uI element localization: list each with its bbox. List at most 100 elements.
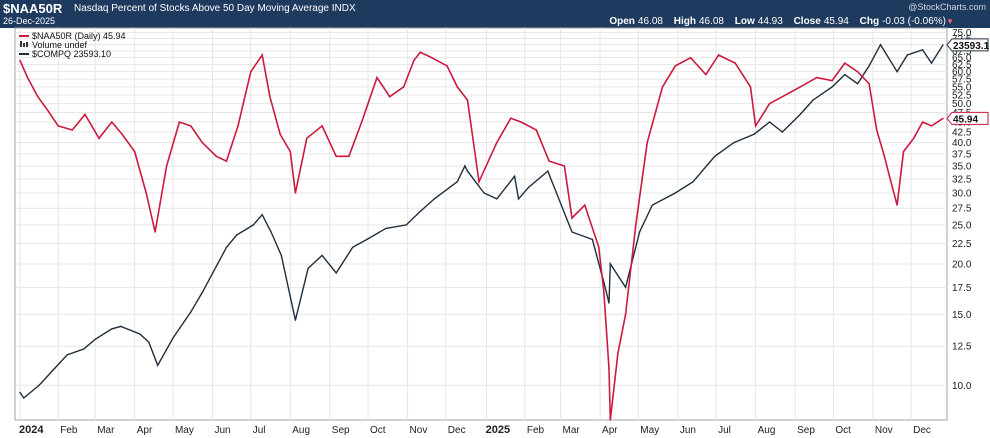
x-tick-label: Jul xyxy=(718,425,731,436)
data-point-compq xyxy=(624,286,627,289)
data-point-naa50r xyxy=(250,70,252,73)
data-point-naa50r xyxy=(478,180,480,183)
x-tick-label: Sep xyxy=(332,425,350,436)
data-point-compq xyxy=(38,384,40,386)
data-point-naa50r xyxy=(419,51,422,54)
data-point-naa50r xyxy=(896,204,898,206)
data-point-compq xyxy=(483,192,485,194)
data-point-naa50r xyxy=(902,150,905,153)
data-point-compq xyxy=(261,213,263,216)
y-tick-label: 30.0 xyxy=(952,188,972,199)
data-point-naa50r xyxy=(510,117,512,119)
data-point-compq xyxy=(812,99,814,101)
y-tick-label: 75.0 xyxy=(952,28,972,39)
data-point-naa50r xyxy=(921,121,924,123)
down-triangle-icon: ▼ xyxy=(946,17,954,26)
open-label: Open xyxy=(609,16,635,27)
data-point-compq xyxy=(591,238,594,241)
data-point-compq xyxy=(216,263,219,265)
data-point-compq xyxy=(896,70,898,73)
low-label: Low xyxy=(734,16,755,27)
x-tick-label: Aug xyxy=(758,425,776,436)
data-point-naa50r xyxy=(348,155,350,157)
data-point-naa50r xyxy=(535,129,538,131)
data-point-naa50r xyxy=(635,224,637,226)
data-point-naa50r xyxy=(261,54,263,56)
y-tick-label: 25.0 xyxy=(952,220,972,231)
y-tick-label: 57.5 xyxy=(952,75,972,86)
data-point-compq xyxy=(172,337,174,339)
data-point-naa50r xyxy=(603,291,605,294)
y-tick-label: 50.0 xyxy=(952,99,972,110)
data-point-compq xyxy=(190,311,192,313)
data-point-naa50r xyxy=(930,125,933,127)
data-point-naa50r xyxy=(456,86,458,88)
data-point-compq xyxy=(609,263,611,265)
data-point-naa50r xyxy=(661,86,664,88)
data-point-compq xyxy=(856,83,859,85)
data-point-compq xyxy=(608,302,610,304)
data-point-naa50r xyxy=(768,102,771,105)
data-point-compq xyxy=(385,227,387,230)
data-point-compq xyxy=(547,170,549,172)
x-tick-label: May xyxy=(175,425,194,436)
data-point-naa50r xyxy=(165,165,168,167)
data-point-naa50r xyxy=(98,137,100,140)
y-tick-label: 65.0 xyxy=(952,53,972,64)
y-tick-label: 17.5 xyxy=(952,283,972,294)
data-point-naa50r xyxy=(609,419,611,421)
data-point-compq xyxy=(868,65,870,67)
y-tick-label: 27.5 xyxy=(952,204,972,215)
data-point-compq xyxy=(844,73,846,76)
data-point-naa50r xyxy=(799,86,801,88)
data-point-compq xyxy=(236,234,238,236)
x-axis: 2024 Feb Mar Apr May Jun Jul Aug Sep Oct Nov Dec 202… xyxy=(19,424,931,436)
data-point-compq xyxy=(466,170,469,172)
y-tick-label: 40.0 xyxy=(952,138,972,149)
data-point-naa50r xyxy=(47,110,49,112)
x-tick-label: Dec xyxy=(448,425,466,436)
volume-icon xyxy=(20,41,22,47)
data-point-naa50r xyxy=(781,96,784,98)
data-point-naa50r xyxy=(403,86,405,88)
data-point-compq xyxy=(321,254,323,257)
data-point-naa50r xyxy=(84,113,86,116)
data-point-compq xyxy=(270,231,272,233)
data-point-naa50r xyxy=(844,62,846,64)
data-point-naa50r xyxy=(26,76,29,79)
data-point-compq xyxy=(405,224,407,226)
data-point-naa50r xyxy=(376,76,378,79)
data-point-naa50r xyxy=(617,352,619,355)
data-point-compq xyxy=(651,204,654,206)
data-point-compq xyxy=(139,333,141,335)
data-point-naa50r xyxy=(289,150,291,153)
y-tick-label: 22.5 xyxy=(952,239,972,250)
x-tick-label: May xyxy=(640,425,659,436)
data-point-compq xyxy=(496,198,498,200)
data-point-compq xyxy=(930,62,933,64)
data-point-naa50r xyxy=(571,217,573,219)
y-tick-label: 10.0 xyxy=(952,381,972,392)
last-value-naa50r-box xyxy=(946,111,989,125)
data-point-compq xyxy=(366,238,368,241)
data-point-naa50r xyxy=(689,56,692,59)
chart-date: 26-Dec-2025 xyxy=(3,16,56,26)
data-point-naa50r xyxy=(237,125,239,127)
data-point-naa50r xyxy=(754,125,757,127)
data-point-compq xyxy=(464,165,466,167)
x-tick-label: Mar xyxy=(97,425,115,436)
data-point-naa50r xyxy=(520,121,522,123)
data-point-compq xyxy=(280,254,283,257)
data-point-naa50r xyxy=(584,204,586,206)
data-point-naa50r xyxy=(431,56,433,59)
data-point-naa50r xyxy=(466,99,469,101)
data-point-compq xyxy=(906,54,909,56)
data-point-compq xyxy=(733,141,735,144)
data-point-naa50r xyxy=(831,79,833,82)
data-point-naa50r xyxy=(321,125,323,127)
y-axis: 75.072.570.067.565.062.560.057.555.052.5… xyxy=(952,28,972,392)
y-tick-label: 35.0 xyxy=(952,162,972,173)
last-value-naa50r: 45.94 xyxy=(953,114,978,125)
data-point-naa50r xyxy=(57,125,59,127)
data-point-naa50r xyxy=(225,160,228,162)
